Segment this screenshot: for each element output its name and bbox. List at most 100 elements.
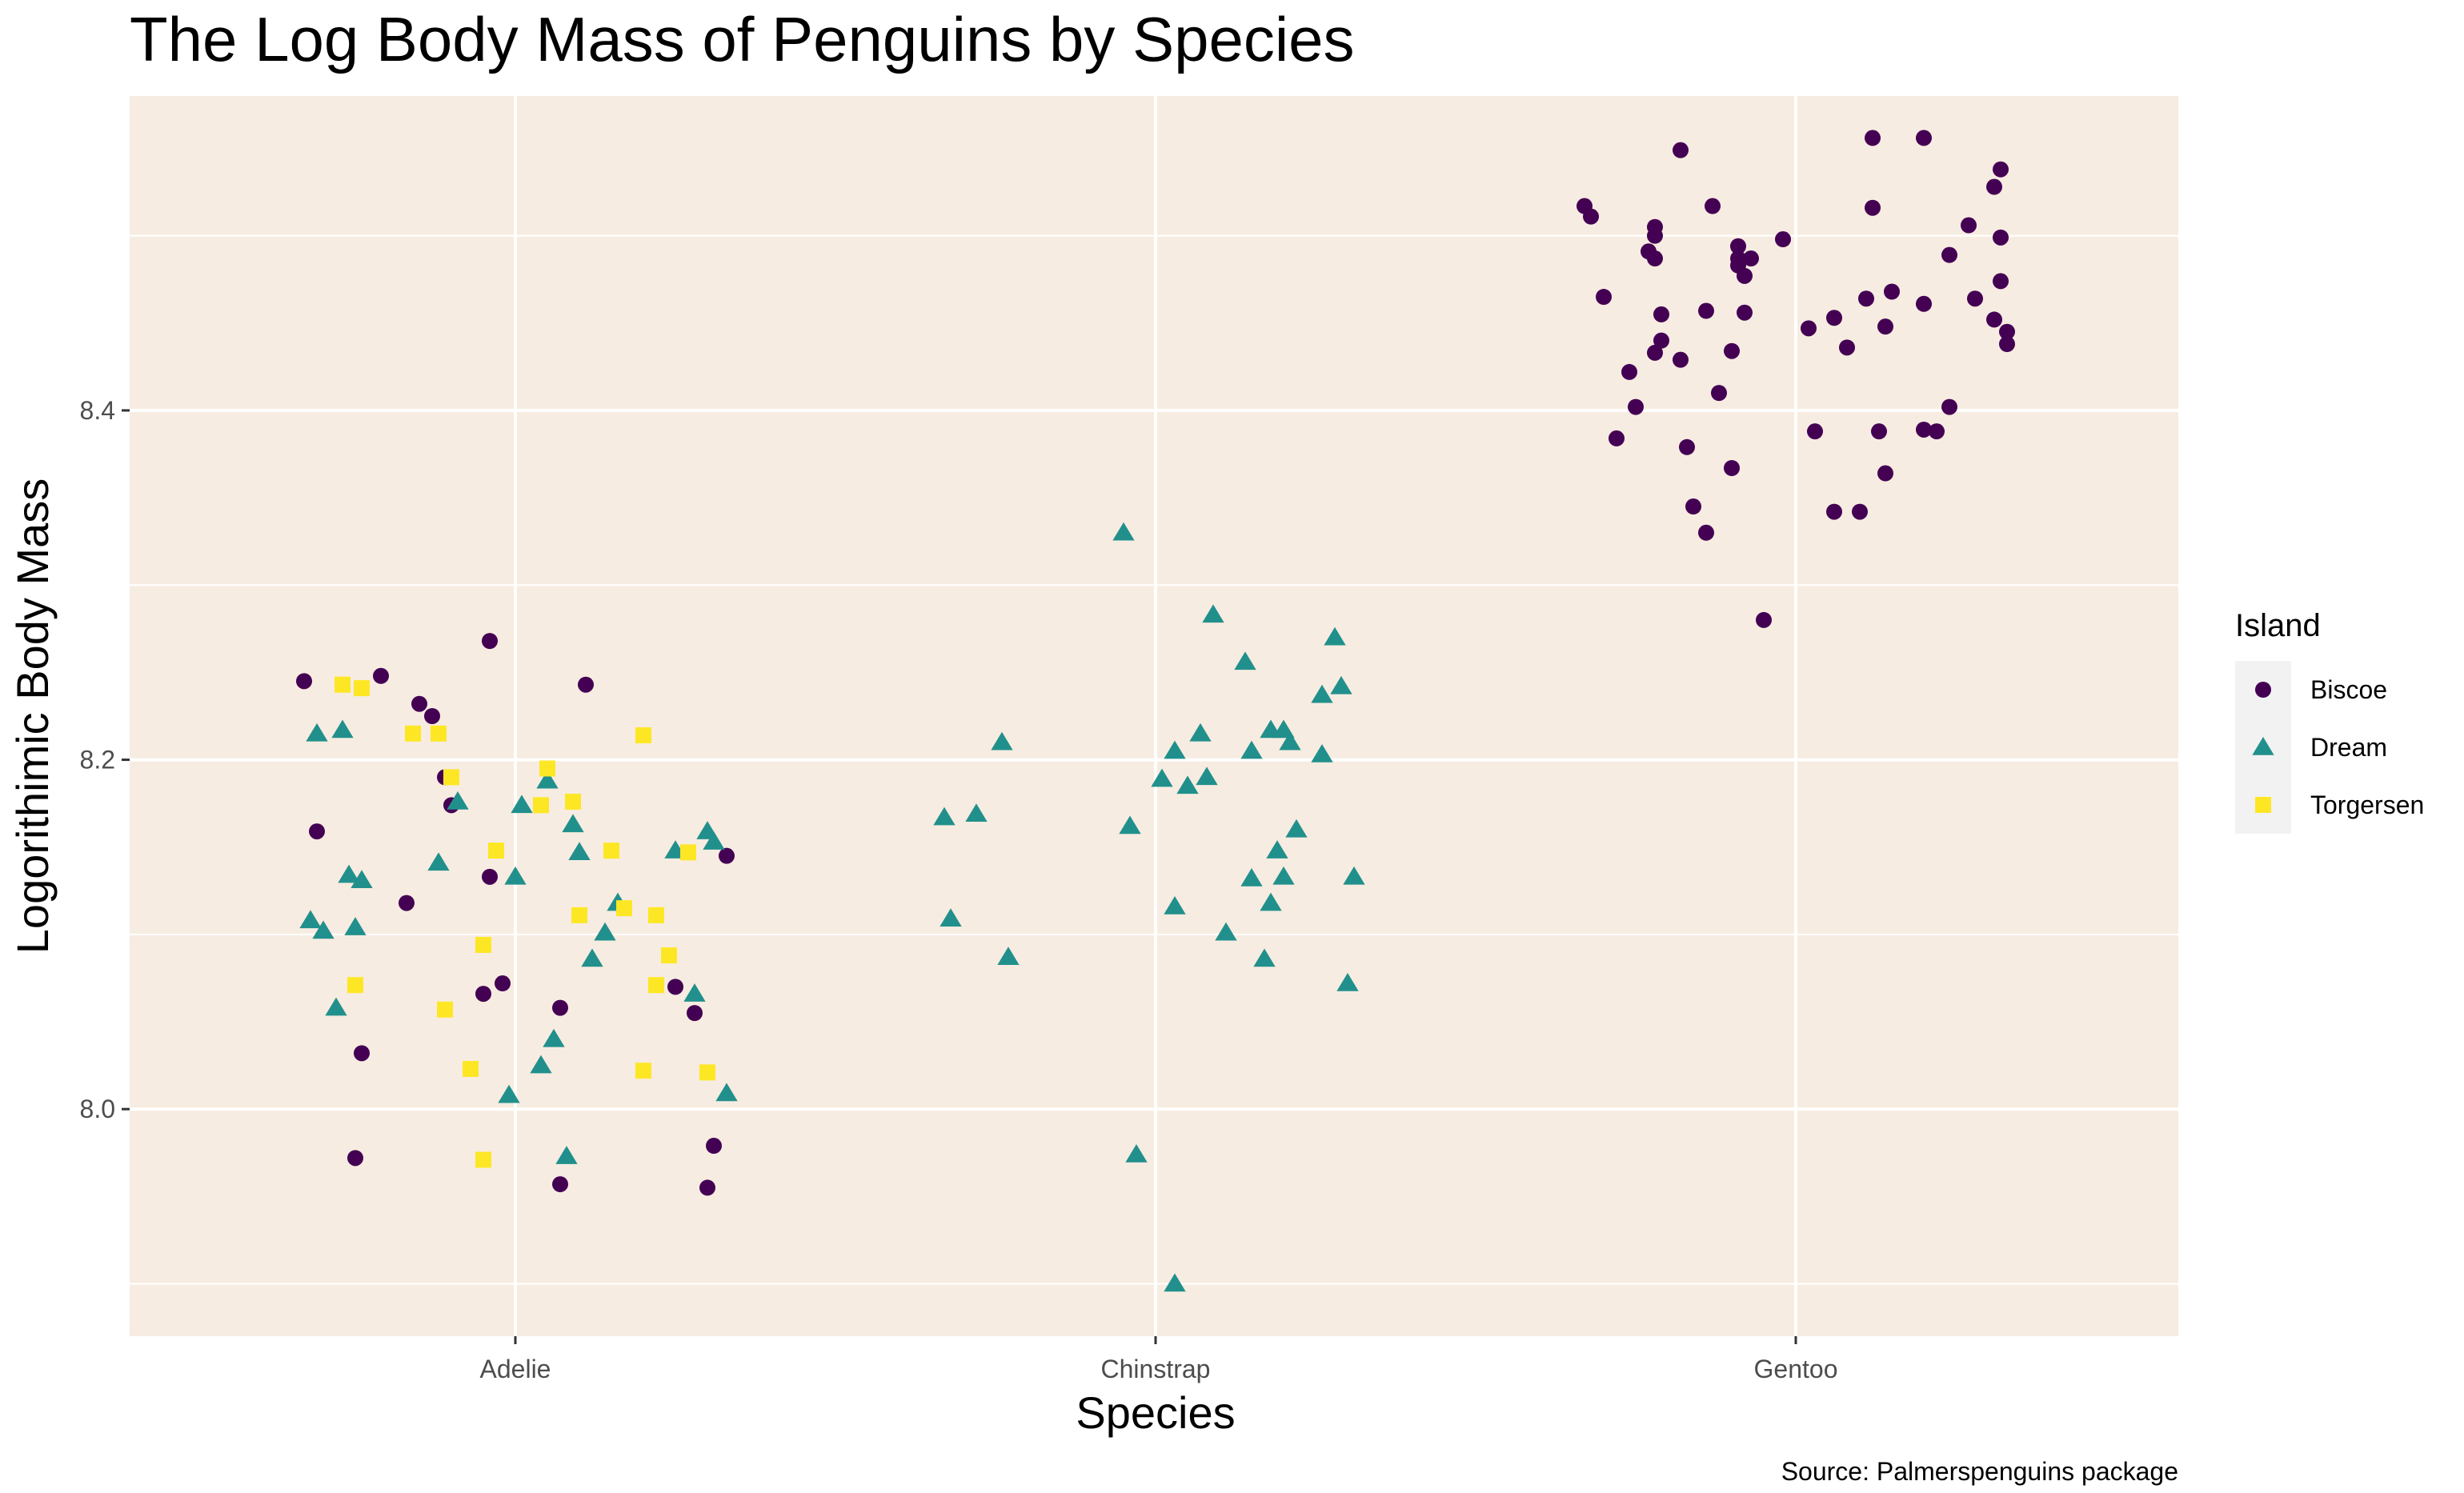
data-point-biscoe bbox=[1673, 142, 1689, 158]
data-point-torgersen bbox=[405, 726, 421, 742]
data-point-torgersen bbox=[475, 937, 491, 953]
data-point-biscoe bbox=[296, 673, 312, 689]
data-point-torgersen bbox=[463, 1061, 479, 1077]
data-point-biscoe bbox=[1609, 430, 1625, 446]
chart-title: The Log Body Mass of Penguins by Species bbox=[130, 4, 1355, 74]
data-point-biscoe bbox=[1730, 238, 1746, 254]
data-point-torgersen bbox=[539, 760, 555, 776]
data-point-biscoe bbox=[1679, 439, 1695, 455]
y-tick-label: 8.0 bbox=[80, 1095, 115, 1123]
x-axis-title: Species bbox=[1076, 1387, 1235, 1438]
data-point-biscoe bbox=[1916, 130, 1932, 146]
data-point-torgersen bbox=[603, 843, 619, 859]
data-point-biscoe bbox=[1621, 364, 1637, 380]
data-point-torgersen bbox=[571, 907, 587, 923]
x-tick-label: Gentoo bbox=[1754, 1355, 1838, 1383]
legend-key-torgersen bbox=[2255, 797, 2271, 813]
x-tick-label: Chinstrap bbox=[1101, 1355, 1211, 1383]
data-point-torgersen bbox=[533, 797, 549, 813]
data-point-biscoe bbox=[1999, 324, 2015, 340]
data-point-biscoe bbox=[667, 979, 683, 995]
caption: Source: Palmerspenguins package bbox=[1781, 1457, 2178, 1486]
data-point-biscoe bbox=[1826, 310, 1842, 326]
legend-key-biscoe bbox=[2255, 682, 2271, 698]
data-point-biscoe bbox=[1724, 460, 1740, 476]
data-point-biscoe bbox=[1884, 284, 1900, 300]
data-point-torgersen bbox=[437, 1002, 453, 1018]
data-point-torgersen bbox=[475, 1152, 491, 1168]
data-point-biscoe bbox=[399, 895, 415, 911]
data-point-biscoe bbox=[1826, 504, 1842, 520]
data-point-biscoe bbox=[1877, 318, 1893, 334]
data-point-biscoe bbox=[687, 1005, 703, 1021]
data-point-torgersen bbox=[488, 843, 504, 859]
data-point-biscoe bbox=[1961, 218, 1977, 234]
data-point-biscoe bbox=[309, 823, 325, 839]
data-point-biscoe bbox=[1993, 162, 2009, 178]
data-point-biscoe bbox=[1653, 333, 1669, 349]
data-point-biscoe bbox=[1583, 209, 1599, 225]
data-point-biscoe bbox=[719, 848, 735, 864]
data-point-biscoe bbox=[1929, 423, 1945, 439]
data-point-torgersen bbox=[680, 844, 696, 860]
data-point-torgersen bbox=[431, 726, 447, 742]
data-point-biscoe bbox=[1705, 198, 1721, 214]
legend: Island Biscoe Dream Torgersen bbox=[2235, 608, 2424, 834]
y-tick-label: 8.4 bbox=[80, 396, 115, 425]
y-tick-label: 8.2 bbox=[80, 746, 115, 775]
data-point-biscoe bbox=[424, 708, 440, 724]
data-point-torgersen bbox=[347, 977, 363, 993]
x-axis-ticks: Adelie Chinstrap Gentoo bbox=[480, 1336, 1838, 1383]
data-point-biscoe bbox=[1993, 273, 2009, 289]
x-tick-label: Adelie bbox=[480, 1355, 551, 1383]
data-point-torgersen bbox=[335, 677, 351, 693]
data-point-biscoe bbox=[1993, 230, 2009, 246]
data-point-biscoe bbox=[354, 1045, 370, 1061]
data-point-biscoe bbox=[699, 1179, 715, 1195]
data-point-torgersen bbox=[565, 794, 581, 810]
data-point-biscoe bbox=[1711, 385, 1727, 401]
data-point-biscoe bbox=[578, 677, 594, 693]
data-point-biscoe bbox=[1628, 399, 1644, 415]
data-point-biscoe bbox=[411, 696, 427, 712]
data-point-torgersen bbox=[616, 900, 632, 916]
data-point-biscoe bbox=[1647, 228, 1663, 244]
data-point-biscoe bbox=[1852, 504, 1868, 520]
data-point-biscoe bbox=[495, 975, 511, 991]
data-point-biscoe bbox=[1724, 343, 1740, 359]
y-axis-ticks: 8.0 8.2 8.4 bbox=[80, 396, 130, 1123]
data-point-torgersen bbox=[354, 680, 370, 696]
data-point-biscoe bbox=[552, 1176, 568, 1192]
data-point-biscoe bbox=[1775, 231, 1791, 247]
data-point-biscoe bbox=[706, 1138, 722, 1154]
data-point-biscoe bbox=[1839, 339, 1855, 355]
data-point-biscoe bbox=[347, 1150, 363, 1166]
data-point-biscoe bbox=[1698, 525, 1714, 541]
legend-label-dream: Dream bbox=[2310, 733, 2387, 762]
data-point-biscoe bbox=[1756, 612, 1772, 628]
y-axis-title: Logorithimic Body Mass bbox=[7, 478, 58, 954]
data-point-biscoe bbox=[1986, 311, 2002, 327]
data-point-biscoe bbox=[1941, 399, 1957, 415]
data-point-torgersen bbox=[443, 769, 459, 785]
legend-label-torgersen: Torgersen bbox=[2310, 791, 2424, 819]
data-point-torgersen bbox=[648, 907, 664, 923]
data-point-biscoe bbox=[1647, 250, 1663, 266]
data-point-biscoe bbox=[1858, 290, 1874, 306]
data-point-biscoe bbox=[1807, 423, 1823, 439]
data-point-biscoe bbox=[1877, 466, 1893, 482]
data-point-biscoe bbox=[1801, 320, 1817, 336]
data-point-torgersen bbox=[635, 1063, 651, 1079]
data-point-biscoe bbox=[1916, 296, 1932, 312]
data-point-biscoe bbox=[1743, 250, 1759, 266]
data-point-biscoe bbox=[1941, 247, 1957, 263]
legend-title: Island bbox=[2235, 608, 2321, 643]
data-point-biscoe bbox=[1673, 352, 1689, 368]
data-point-biscoe bbox=[1737, 305, 1753, 321]
data-point-biscoe bbox=[1596, 289, 1612, 305]
data-point-torgersen bbox=[699, 1064, 715, 1080]
data-point-torgersen bbox=[648, 977, 664, 993]
data-point-biscoe bbox=[1737, 268, 1753, 284]
data-point-biscoe bbox=[482, 633, 498, 649]
